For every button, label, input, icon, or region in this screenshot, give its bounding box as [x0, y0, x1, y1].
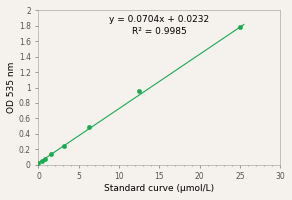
Text: y = 0.0704x + 0.0232
R² = 0.9985: y = 0.0704x + 0.0232 R² = 0.9985: [109, 15, 209, 36]
Point: [49, 153, 53, 156]
Point: [36, 161, 41, 164]
Point: [137, 90, 142, 93]
Point: [61, 144, 66, 148]
Point: [238, 26, 242, 29]
X-axis label: Standard curve (μmol/L): Standard curve (μmol/L): [104, 184, 214, 193]
Point: [42, 157, 47, 160]
Point: [39, 159, 44, 163]
Point: [86, 125, 91, 128]
Y-axis label: OD 535 nm: OD 535 nm: [7, 62, 16, 113]
